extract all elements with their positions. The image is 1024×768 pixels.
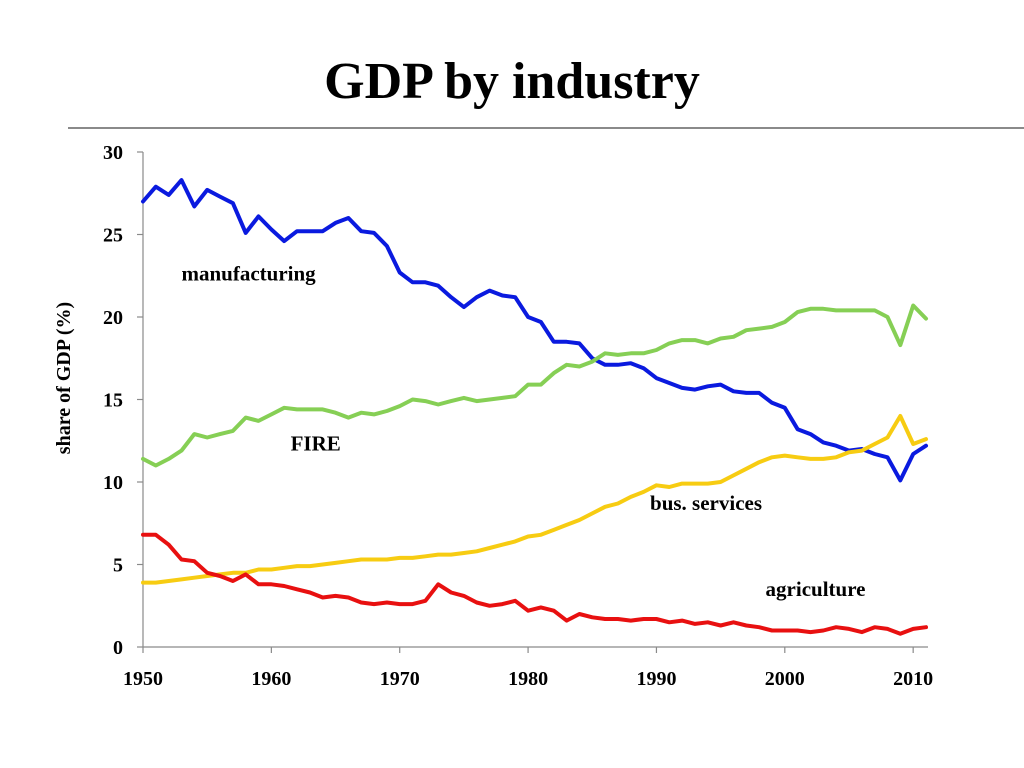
x-tick-label: 2000	[765, 668, 805, 690]
y-tick-label: 10	[103, 472, 123, 494]
y-tick-label: 30	[103, 142, 123, 164]
title-divider	[68, 127, 1024, 129]
x-tick-label: 1950	[123, 668, 163, 690]
y-axis-title-group: share of GDP (%)	[53, 302, 75, 454]
annotation-label: agriculture	[766, 577, 866, 601]
y-tick-label: 15	[103, 390, 123, 412]
page-title: GDP by industry	[324, 53, 700, 110]
series-layer	[141, 178, 928, 636]
y-tick-label: 5	[113, 555, 123, 577]
y-axis-title: share of GDP (%)	[53, 302, 75, 454]
x-tick-label: 1960	[251, 668, 291, 690]
axes: 0 5 10 15 20 25 30 1950 1960 1970 1980 1990 2000 2010	[103, 142, 933, 690]
series-line-manufacturing	[141, 178, 928, 483]
annotation-label: manufacturing	[182, 262, 317, 286]
x-tick-label: 1990	[636, 668, 676, 690]
x-tick-label: 1980	[508, 668, 548, 690]
y-tick-label: 0	[113, 637, 123, 659]
series-line-bus-services	[141, 414, 928, 585]
annotation-label: bus. services	[650, 491, 762, 515]
x-tick-label: 1970	[380, 668, 420, 690]
series-line-agriculture	[141, 532, 928, 636]
annotation-layer: manufacturing FIRE bus. services agricultur…	[182, 262, 866, 601]
y-tick-label: 20	[103, 307, 123, 329]
annotation-label: FIRE	[291, 432, 341, 456]
y-tick-label: 25	[103, 225, 123, 247]
series-line-fire	[141, 303, 928, 468]
x-tick-label: 2010	[893, 668, 933, 690]
